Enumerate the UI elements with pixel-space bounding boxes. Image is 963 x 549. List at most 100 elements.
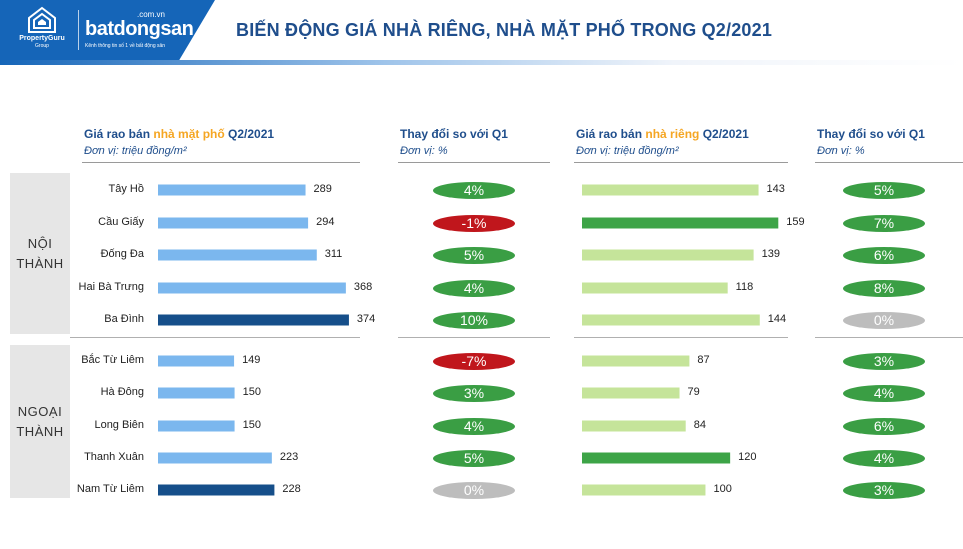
- mat-pho-value: 294: [316, 216, 335, 228]
- region-noi-thanh-label: NỘI THÀNH: [16, 235, 64, 271]
- nha-rieng-bar: [582, 184, 759, 196]
- nha-rieng-change-pill: 4%: [843, 450, 925, 467]
- nha-rieng-change-pill: 6%: [843, 247, 925, 264]
- nha-rieng-value: 87: [697, 354, 710, 366]
- nha-rieng-change-pill: 8%: [843, 280, 925, 297]
- logo-separator: [78, 10, 79, 50]
- mat-pho-rule: [82, 162, 360, 163]
- nha-rieng-change-header: Thay đổi so với Q1: [817, 127, 925, 141]
- mat-pho-bar: [158, 282, 346, 294]
- mat-pho-value: 223: [279, 451, 299, 463]
- batdongsan-name: batdongsan: [85, 18, 194, 40]
- mat-pho-bar: [158, 314, 349, 326]
- nha-rieng-bar: [582, 387, 680, 399]
- nha-rieng-value: 84: [693, 419, 706, 431]
- propertyguru-name: PropertyGuru: [19, 35, 65, 42]
- mat-pho-change-pill: 4%: [433, 182, 515, 199]
- mat-pho-value: 149: [242, 354, 261, 366]
- mat-pho-change-pill: 5%: [433, 247, 515, 264]
- district-label: Tây Hồ: [108, 183, 144, 195]
- nha-rieng-value: 118: [735, 281, 754, 293]
- nha-rieng-bar: [582, 452, 731, 464]
- page-title: BIẾN ĐỘNG GIÁ NHÀ RIÊNG, NHÀ MẶT PHỐ TRO…: [236, 20, 773, 40]
- header: PropertyGuru Group .com.vn batdongsan Kê…: [0, 0, 963, 65]
- house-icon: [28, 6, 56, 33]
- propertyguru-logo: PropertyGuru Group: [12, 6, 72, 56]
- mat-pho-bar: [158, 484, 275, 496]
- district-label: Đống Đa: [100, 248, 144, 260]
- mat-pho-change-pill: 5%: [433, 450, 515, 467]
- mat-pho-value: 289: [313, 183, 332, 195]
- nha-rieng-bar: [582, 420, 686, 432]
- mat-pho-change-pill: 4%: [433, 280, 515, 297]
- mat-pho-change-header: Thay đổi so với Q1: [400, 127, 508, 141]
- nha-rieng-value: 120: [738, 451, 757, 463]
- mat-pho-bar: [158, 184, 306, 196]
- district-label: Bắc Từ Liêm: [81, 354, 144, 366]
- region-separator-3: [574, 337, 788, 338]
- nha-rieng-bar: [582, 249, 754, 261]
- mat-pho-highlight: nhà mặt phố: [153, 127, 225, 141]
- nha-rieng-bar: [582, 314, 760, 326]
- nha-rieng-bar: [582, 355, 690, 367]
- batdongsan-tagline: Kênh thông tin số 1 về bất động sản: [85, 43, 166, 49]
- mat-pho-value: 368: [353, 281, 373, 293]
- nha-rieng-unit: Đơn vị: triệu đồng/m²: [576, 145, 679, 157]
- mat-pho-change-pill: 0%: [433, 482, 515, 499]
- region-separator-4: [815, 337, 963, 338]
- nha-rieng-bar: [582, 484, 706, 496]
- mat-pho-change-rule: [398, 162, 550, 163]
- batdongsan-domain: .com.vn: [137, 10, 166, 19]
- nha-rieng-change-pill: 5%: [843, 182, 925, 199]
- mat-pho-change-pill: -7%: [433, 353, 515, 370]
- nha-rieng-change-rule: [815, 162, 963, 163]
- mat-pho-change-pill: 10%: [433, 312, 515, 329]
- mat-pho-value: 228: [282, 483, 301, 495]
- mat-pho-change-pill: 4%: [433, 418, 515, 435]
- nha-rieng-change-pill: 3%: [843, 353, 925, 370]
- nha-rieng-change-pill: 4%: [843, 385, 925, 402]
- mat-pho-bar: [158, 249, 317, 261]
- region-separator-2: [398, 337, 550, 338]
- nha-rieng-change-unit: Đơn vị: %: [817, 145, 865, 157]
- nha-rieng-rule: [574, 162, 788, 163]
- mat-pho-value: 150: [242, 419, 261, 431]
- nha-rieng-highlight: nhà riêng: [645, 127, 700, 141]
- header-stripe: [0, 60, 963, 65]
- nha-rieng-bar: [582, 217, 779, 229]
- nha-rieng-value: 144: [767, 313, 787, 325]
- nha-rieng-value: 100: [713, 483, 732, 495]
- nha-rieng-value: 139: [761, 248, 780, 260]
- district-label: Hai Bà Trưng: [78, 281, 144, 293]
- mat-pho-value: 150: [242, 386, 261, 398]
- mat-pho-bar: [158, 452, 272, 464]
- nha-rieng-bar: [582, 282, 728, 294]
- mat-pho-bar: [158, 420, 235, 432]
- mat-pho-change-unit: Đơn vị: %: [400, 145, 448, 157]
- district-label: Ba Đình: [104, 313, 144, 325]
- mat-pho-value: 311: [324, 248, 343, 260]
- batdongsan-logo: .com.vn batdongsan Kênh thông tin số 1 v…: [85, 10, 195, 52]
- region-ngoai-thanh-label: NGOẠI THÀNH: [16, 403, 64, 439]
- mat-pho-change-pill: 3%: [433, 385, 515, 402]
- district-label: Hà Đông: [100, 386, 144, 398]
- mat-pho-change-pill: -1%: [433, 215, 515, 232]
- district-label: Thanh Xuân: [84, 451, 144, 463]
- district-label: Nam Từ Liêm: [76, 483, 144, 495]
- district-label: Cầu Giấy: [98, 216, 144, 228]
- nha-rieng-value: 143: [766, 183, 785, 195]
- region-noi-thanh: NỘI THÀNH: [10, 173, 70, 334]
- nha-rieng-change-pill: 3%: [843, 482, 925, 499]
- nha-rieng-change-pill: 7%: [843, 215, 925, 232]
- mat-pho-bar: [158, 387, 235, 399]
- district-label: Long Biên: [94, 419, 144, 431]
- mat-pho-unit: Đơn vị: triệu đồng/m²: [84, 145, 187, 157]
- nha-rieng-change-pill: 0%: [843, 312, 925, 329]
- mat-pho-bar: [158, 217, 309, 229]
- region-separator-1: [70, 337, 360, 338]
- nha-rieng-value: 79: [687, 386, 700, 398]
- nha-rieng-value: 159: [786, 216, 805, 228]
- nha-rieng-header: Giá rao bán nhà riêng Q2/2021: [576, 127, 749, 141]
- region-ngoai-thanh: NGOẠI THÀNH: [10, 345, 70, 498]
